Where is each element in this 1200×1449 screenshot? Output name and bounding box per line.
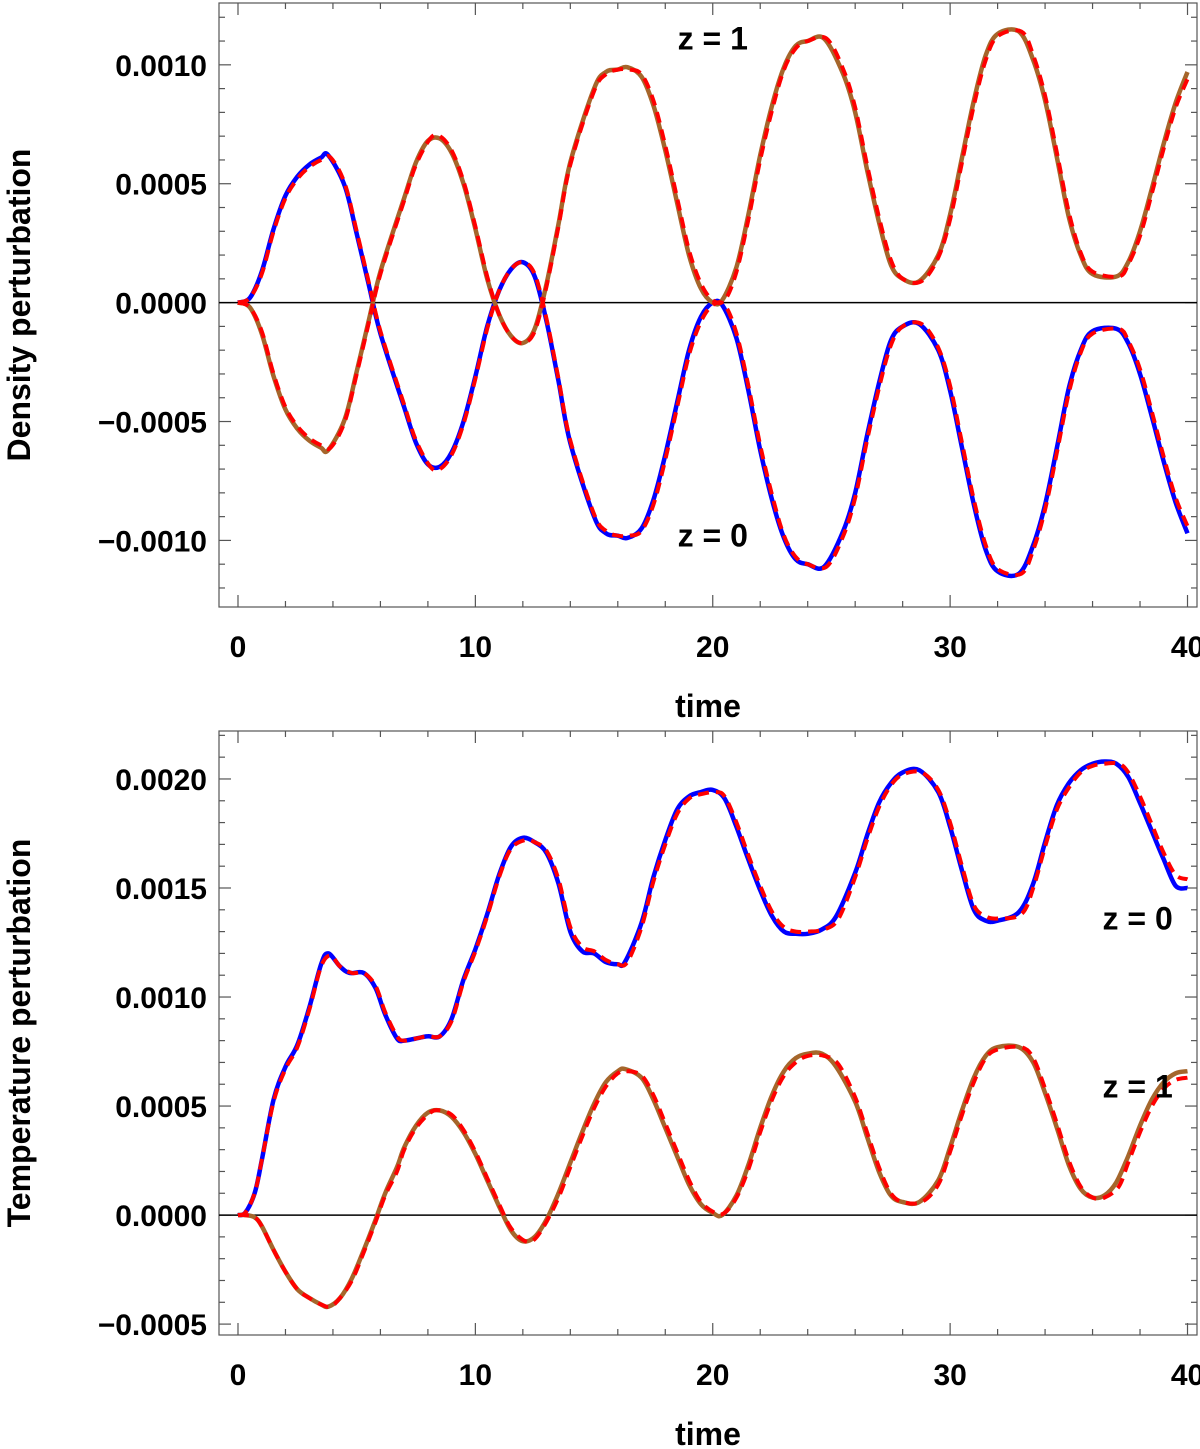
density-plot: 0 10 20 30 40 −0.0010 −0.0005 0.0000 0.0005 0.001… xyxy=(1,2,1200,724)
x-tick-label: 30 xyxy=(933,631,966,664)
x-tick-label: 20 xyxy=(696,1359,729,1392)
x-tick-label: 0 xyxy=(230,631,247,664)
y-tick-label: 0.0010 xyxy=(115,982,207,1015)
curve-annotation: z = 1 xyxy=(678,21,748,57)
x-tick-label: 10 xyxy=(459,1359,492,1392)
y-tick-label: −0.0005 xyxy=(98,1309,207,1342)
y-tick-label: 0.0000 xyxy=(115,288,207,321)
curve-annotation: z = 1 xyxy=(1103,1068,1173,1104)
y-tick-label: 0.0005 xyxy=(115,1091,207,1124)
y-axis-title: Temperature perturbation xyxy=(1,839,37,1228)
x-axis-title: time xyxy=(675,1416,741,1449)
x-tick-label: 0 xyxy=(230,1359,247,1392)
x-tick-label: 30 xyxy=(933,1359,966,1392)
y-tick-label: −0.0010 xyxy=(98,525,207,558)
y-tick-label: 0.0000 xyxy=(115,1200,207,1233)
temperature-plot: 0 10 20 30 40 −0.0005 0.0000 0.0005 0.0010 0.0015… xyxy=(1,730,1200,1449)
curve-annotation: z = 0 xyxy=(678,518,748,554)
y-axis-title: Density perturbation xyxy=(1,149,37,462)
y-tick-label: −0.0005 xyxy=(98,407,207,440)
y-tick-label: 0.0005 xyxy=(115,169,207,202)
x-tick-label: 40 xyxy=(1171,631,1200,664)
x-tick-label: 20 xyxy=(696,631,729,664)
series-line-2 xyxy=(237,760,1189,1218)
x-tick-label: 40 xyxy=(1171,1359,1200,1392)
plot-frame xyxy=(218,730,1198,1336)
series-line-3 xyxy=(237,28,1190,452)
x-tick-label: 10 xyxy=(459,631,492,664)
y-tick-label: 0.0015 xyxy=(115,873,207,906)
x-axis-title: time xyxy=(675,688,741,724)
series-line-3 xyxy=(237,1044,1188,1309)
curve-annotation: z = 0 xyxy=(1103,901,1173,937)
plot-frame xyxy=(218,2,1198,608)
series-line-2 xyxy=(237,154,1190,577)
y-tick-label: 0.0020 xyxy=(115,764,207,797)
y-tick-label: 0.0010 xyxy=(115,50,207,83)
series-line-0 xyxy=(237,759,1188,1218)
